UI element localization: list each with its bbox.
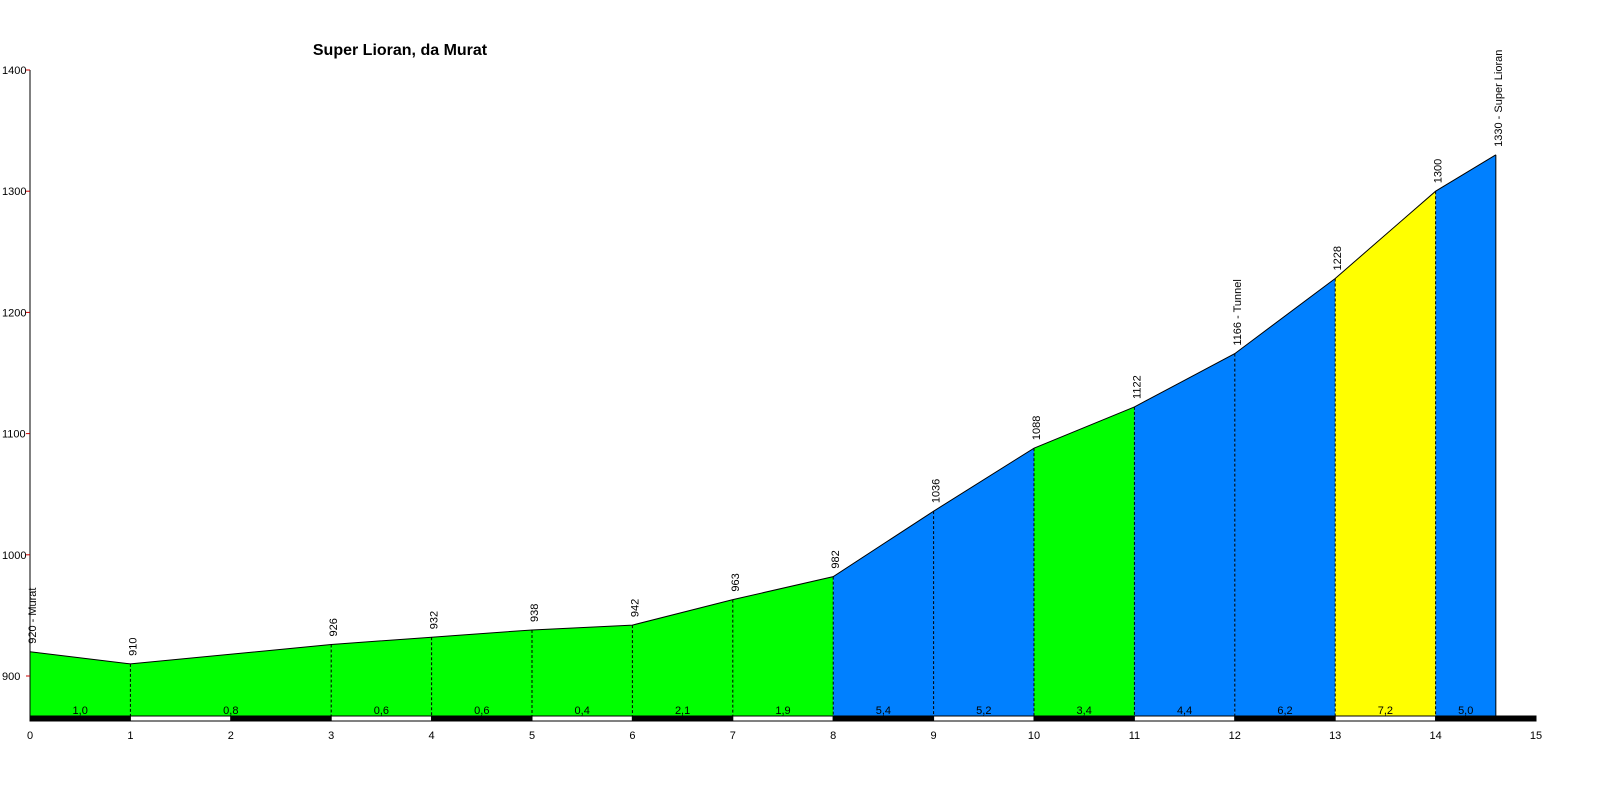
gradient-label: 2,1 xyxy=(675,705,690,717)
altitude-label: 1330 - Super Lioran xyxy=(1493,50,1505,147)
segment-fill-5 xyxy=(632,599,733,717)
x-tick-label: 8 xyxy=(830,730,836,742)
y-tick-label: 900 xyxy=(2,671,20,683)
y-tick-label: 1000 xyxy=(2,550,26,562)
x-tick-label: 4 xyxy=(429,730,435,742)
gradient-label: 6,2 xyxy=(1277,705,1292,717)
gradient-label: 0,6 xyxy=(374,705,389,717)
x-axis: 0 1 2 3 4 5 6 7 8 9 10 11 12 13 14 15 xyxy=(27,730,1542,742)
x-tick-label: 12 xyxy=(1229,730,1241,742)
x-tick-label: 11 xyxy=(1129,730,1140,742)
x-tick-label: 2 xyxy=(228,730,234,742)
y-tick-label: 1300 xyxy=(2,186,26,198)
scale-bar-block xyxy=(129,715,232,722)
scale-bar-block xyxy=(230,715,332,722)
segment-fills xyxy=(30,154,1496,718)
x-tick-label: 13 xyxy=(1329,730,1341,742)
altitude-label: 1036 xyxy=(931,479,943,503)
segment-fill-11 xyxy=(1234,278,1336,717)
segment-fill-13 xyxy=(1435,154,1496,718)
altitude-label: 942 xyxy=(629,599,641,617)
altitude-label: 1300 xyxy=(1433,159,1445,183)
km-dividers xyxy=(129,154,1497,717)
altitude-label: 910 xyxy=(127,638,139,656)
altitude-label: 938 xyxy=(529,604,541,622)
x-tick-label: 0 xyxy=(27,730,33,742)
gradient-label: 0,8 xyxy=(223,705,238,717)
altitude-label: 1088 xyxy=(1031,416,1043,440)
distance-scale-bar xyxy=(29,715,1537,722)
y-axis: 900 1000 1100 1200 1300 1400 xyxy=(2,65,31,717)
gradient-label: 5,0 xyxy=(1458,705,1473,717)
gradient-label: 7,2 xyxy=(1378,705,1393,717)
profile-outline xyxy=(29,154,1497,665)
segment-fill-2 xyxy=(331,637,432,717)
gradient-label: 1,9 xyxy=(775,705,790,717)
segment-fill-6 xyxy=(732,576,834,717)
altitude-label: 1166 - Tunnel xyxy=(1232,279,1244,345)
altitude-label: 920 - Murat xyxy=(27,588,39,644)
segment-fill-9 xyxy=(1034,406,1135,717)
gradient-label: 0,4 xyxy=(575,705,590,717)
segment-fill-4 xyxy=(532,625,633,717)
altitude-label: 963 xyxy=(730,573,742,591)
x-tick-label: 3 xyxy=(328,730,334,742)
x-tick-label: 6 xyxy=(629,730,635,742)
gradient-label: 4,4 xyxy=(1177,705,1192,717)
altitude-label: 1122 xyxy=(1131,375,1143,399)
altitude-label: 926 xyxy=(328,618,340,636)
segment-fill-7 xyxy=(833,511,934,717)
scale-bar-block xyxy=(1435,715,1537,722)
profile-line xyxy=(29,154,1497,665)
y-tick-label: 1200 xyxy=(2,307,26,319)
gradient-label: 5,4 xyxy=(876,705,891,717)
segment-fill-1 xyxy=(130,644,332,717)
x-tick-label: 1 xyxy=(127,730,133,742)
x-tick-label: 15 xyxy=(1530,730,1542,742)
segment-fill-8 xyxy=(933,448,1034,717)
altitude-label: 1228 xyxy=(1332,246,1344,270)
gradient-label: 0,6 xyxy=(474,705,489,717)
altitude-label: 982 xyxy=(830,550,842,568)
segment-fill-10 xyxy=(1134,353,1235,717)
gradient-labels: 1,0 0,8 0,6 0,6 0,4 2,1 1,9 5,4 5,2 3,4 4,4 6,2 7,2 5… xyxy=(73,705,1474,717)
altitude-labels: 920 - Murat 910 926 932 938 942 963 982 1036 1088… xyxy=(27,50,1505,656)
segment-fill-12 xyxy=(1335,191,1436,717)
segment-fill-0 xyxy=(30,651,131,717)
chart-title: Super Lioran, da Murat xyxy=(313,42,488,59)
x-tick-label: 5 xyxy=(529,730,535,742)
gradient-label: 1,0 xyxy=(73,705,88,717)
x-tick-label: 9 xyxy=(931,730,937,742)
gradient-label: 5,2 xyxy=(976,705,991,717)
gradient-label: 3,4 xyxy=(1077,705,1092,717)
x-tick-label: 14 xyxy=(1429,730,1441,742)
segment-fill-3 xyxy=(431,629,532,717)
x-tick-label: 10 xyxy=(1028,730,1040,742)
y-tick-label: 1400 xyxy=(2,65,26,77)
x-tick-label: 7 xyxy=(730,730,736,742)
altitude-label: 932 xyxy=(429,611,441,629)
y-tick-label: 1100 xyxy=(2,429,26,441)
